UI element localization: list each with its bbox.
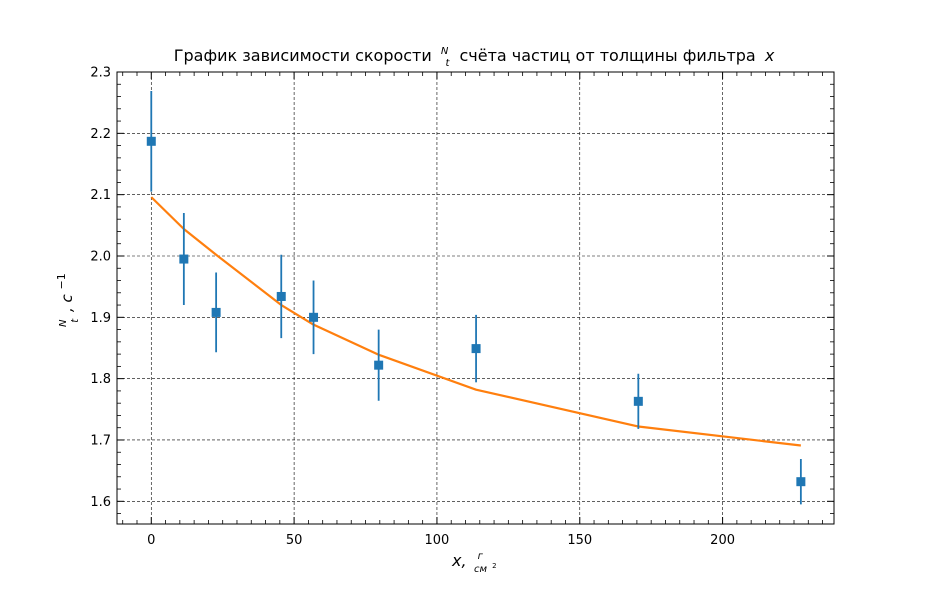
axis-ticks: 0 50 100 150 200 1.6 1.7 1.8 1.9 2.0 2.1 2.2 2.3: [90, 66, 834, 548]
y-label-frac-num: N: [58, 319, 69, 327]
y-label-unit: , c: [58, 293, 76, 312]
data-point-marker: [374, 360, 384, 370]
x-tick-label: 0: [147, 533, 155, 548]
data-point-marker: [796, 477, 806, 487]
title-frac-num: N: [441, 46, 449, 57]
plot-series: [146, 91, 806, 505]
x-tick-label: 200: [710, 533, 735, 548]
y-label-exp: −1: [55, 273, 68, 289]
x-label-unit-exp: 2: [492, 562, 496, 570]
y-tick-label: 2.2: [90, 127, 111, 142]
y-tick-label: 2.3: [90, 66, 111, 81]
title-variable: x: [764, 46, 775, 65]
y-tick-label: 2.0: [90, 249, 111, 264]
x-label-symbol: x,: [451, 551, 467, 570]
y-label-frac-den: t: [70, 318, 81, 323]
y-tick-label: 1.7: [90, 433, 111, 448]
plot-frame: [116, 71, 835, 525]
title-prefix: График зависимости скорости: [174, 46, 432, 65]
data-point-marker: [146, 136, 156, 146]
data-point-marker: [471, 344, 481, 354]
y-tick-label: 1.6: [90, 495, 111, 510]
x-tick-label: 100: [425, 533, 450, 548]
data-point-marker: [633, 396, 643, 406]
x-axis-label: x, г см 2: [451, 544, 497, 576]
data-point-marker: [309, 312, 319, 322]
x-label-unit-den: см: [474, 564, 487, 575]
data-point-marker: [179, 254, 189, 264]
y-axis-label-group: N t , c −1: [52, 273, 82, 327]
x-label-unit-num: г: [478, 551, 484, 562]
y-tick-label: 2.1: [90, 188, 111, 203]
grid: [117, 71, 834, 524]
x-tick-label: 150: [567, 533, 592, 548]
chart-title: График зависимости скорости N t счёта ча…: [174, 39, 775, 70]
y-tick-label: 1.8: [90, 372, 111, 387]
data-point-marker: [276, 291, 286, 301]
title-suffix: счёта частиц от толщины фильтра: [459, 46, 755, 65]
x-tick-label: 50: [286, 533, 303, 548]
data-point-marker: [211, 307, 221, 317]
y-tick-label: 1.9: [90, 311, 111, 326]
title-frac-den: t: [445, 58, 450, 69]
y-axis-label: N t , c −1: [52, 273, 82, 327]
